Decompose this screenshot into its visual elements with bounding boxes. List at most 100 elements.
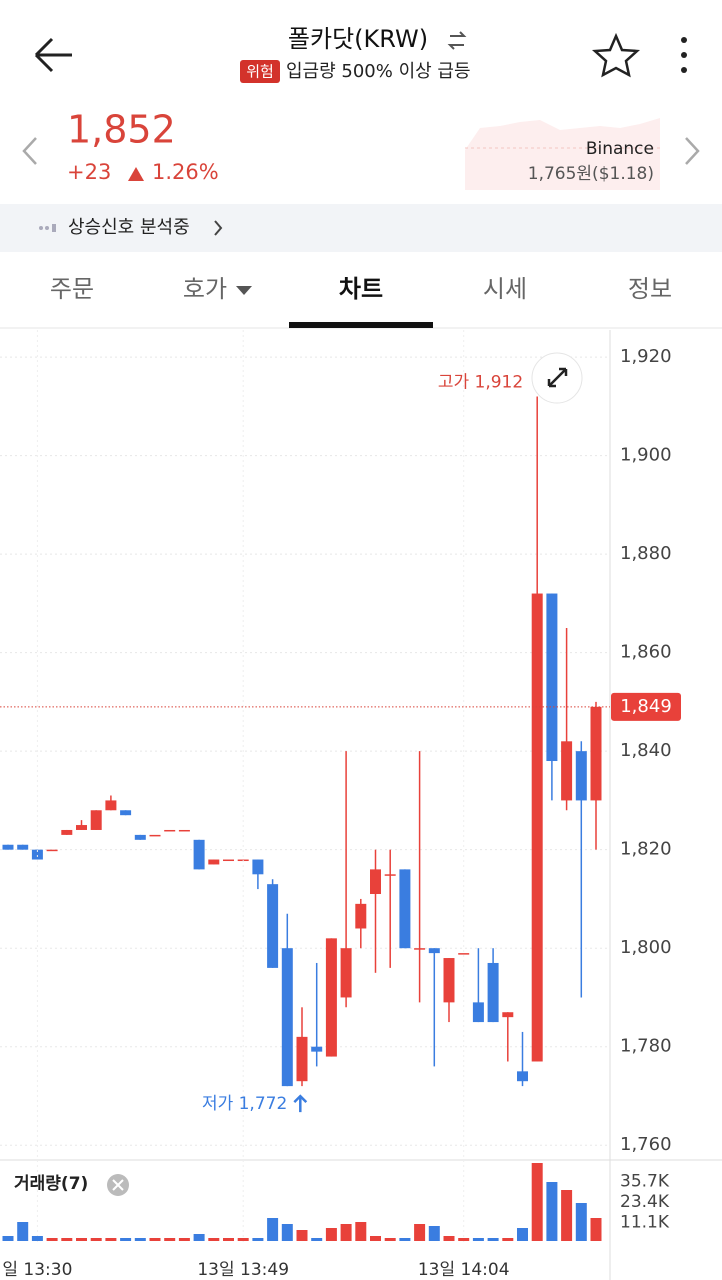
price: 1,852: [67, 108, 176, 152]
tab[interactable]: 주문: [50, 275, 94, 303]
candle-body: [31, 849, 43, 860]
candle-body: [487, 962, 499, 1023]
volume-bar: [546, 1182, 558, 1241]
volume-bar: [105, 1238, 117, 1241]
y-tick-label: 1,860: [620, 642, 672, 663]
volume-bar: [61, 1238, 73, 1241]
candle-body: [311, 1046, 323, 1052]
candle-body: [90, 810, 102, 830]
volume-bar: [443, 1236, 455, 1241]
y-tick-label: 1,780: [620, 1036, 672, 1057]
x-tick-label: 13일 14:04: [418, 1260, 510, 1280]
candle-body: [370, 869, 381, 895]
candle-body: [340, 948, 352, 998]
volume-bar: [517, 1228, 528, 1241]
tab[interactable]: 차트: [339, 275, 383, 303]
candle-body: [267, 884, 279, 968]
candle-body: [164, 829, 176, 832]
volume-close-x: [112, 1179, 124, 1191]
high-label: 고가 1,912: [438, 372, 523, 392]
volume-bar: [149, 1238, 161, 1241]
volume-bar: [561, 1190, 573, 1241]
candle-body: [575, 751, 587, 801]
volume-bar: [134, 1238, 146, 1241]
candle-body: [61, 829, 73, 835]
volume-tick-label: 23.4K: [620, 1192, 670, 1212]
mini-chart: [465, 118, 660, 190]
badge-bg: [240, 60, 280, 83]
candle-body: [178, 829, 190, 832]
candle-body: [296, 1036, 308, 1082]
y-tick-label: 1,840: [620, 740, 672, 761]
candle-body: [17, 844, 29, 850]
change: +23: [67, 160, 111, 184]
candle-body: [134, 834, 146, 840]
signal-chevron: [214, 220, 223, 236]
candle-body: [384, 874, 396, 876]
volume-bar: [164, 1238, 176, 1241]
candle-body: [252, 859, 264, 875]
volume-bar: [472, 1238, 484, 1241]
candle-body: [414, 948, 426, 950]
current-price-label: 1,849: [620, 696, 672, 717]
volume-bar: [17, 1222, 29, 1241]
favorite[interactable]: [591, 32, 641, 78]
volume-bar: [237, 1238, 249, 1241]
candle-body: [105, 800, 117, 811]
expand-icon: [547, 367, 568, 388]
tab[interactable]: 호가: [183, 275, 227, 303]
candle-body: [223, 859, 234, 862]
back-button[interactable]: [34, 37, 72, 73]
candle-body: [546, 593, 558, 762]
title: 폴카닷(KRW): [288, 25, 428, 53]
signal-bar[interactable]: [0, 204, 722, 252]
y-tick-label: 1,820: [620, 839, 672, 860]
volume-bar: [575, 1203, 587, 1241]
dropdown-icon: [236, 286, 252, 295]
y-tick-label: 1,800: [620, 937, 672, 958]
swap-icon[interactable]: [447, 31, 467, 50]
tab[interactable]: 시세: [483, 275, 527, 303]
volume-bar: [325, 1228, 337, 1241]
change-pct: 1.26%: [152, 160, 219, 184]
candle-body: [325, 938, 337, 1057]
low-label: 저가 1,772: [202, 1094, 287, 1114]
candle-body: [2, 844, 14, 850]
up-arrow: [128, 167, 144, 181]
volume-bar: [340, 1224, 352, 1241]
signal-icon: [39, 224, 56, 232]
candle-body: [590, 706, 602, 801]
y-tick-label: 1,880: [620, 543, 672, 564]
volume-bar: [458, 1238, 470, 1241]
volume-bar: [178, 1238, 190, 1241]
candle-body: [502, 1012, 514, 1018]
volume-bar: [252, 1238, 264, 1241]
volume-bar: [223, 1238, 234, 1241]
tab-underline: [289, 322, 433, 328]
prev[interactable]: [22, 137, 37, 165]
volume-bar: [267, 1218, 279, 1241]
volume-bar: [120, 1238, 132, 1241]
x-tick-label: 13일 13:49: [197, 1260, 289, 1280]
badge: 위험: [246, 63, 274, 81]
volume-bar: [428, 1226, 440, 1241]
exchange: Binance: [586, 139, 654, 159]
volume-bar: [46, 1238, 58, 1241]
y-tick-label: 1,760: [620, 1134, 672, 1155]
tab[interactable]: 정보: [628, 275, 672, 303]
menu[interactable]: [681, 37, 687, 73]
candle-body: [46, 849, 58, 852]
exchange-price: 1,765원($1.18): [528, 164, 654, 184]
volume-bar: [281, 1224, 293, 1241]
candle-body: [76, 825, 87, 830]
candle-body: [281, 948, 293, 1087]
volume-bar: [399, 1238, 411, 1241]
volume-bar: [355, 1222, 367, 1241]
volume-bar: [311, 1238, 323, 1241]
volume-bar: [90, 1238, 102, 1241]
candle-body: [120, 810, 132, 816]
next[interactable]: [685, 137, 700, 165]
alert: 입금량 500% 이상 급등: [286, 61, 471, 82]
